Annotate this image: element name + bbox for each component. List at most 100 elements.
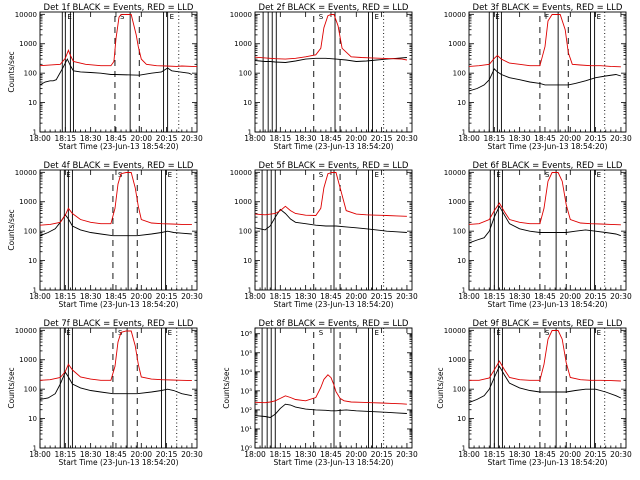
y-tick-label: 10⁵	[240, 349, 252, 357]
y-tick-label: 1	[33, 445, 37, 453]
y-axis-label: Counts/sec	[7, 367, 16, 408]
events-series-line	[39, 214, 192, 237]
x-tick-label: 20:30	[396, 292, 418, 301]
segment-letter: S	[319, 171, 324, 179]
segment-letter: E	[168, 329, 172, 337]
y-tick-label: 1000	[234, 198, 252, 206]
lld-series-line	[39, 172, 192, 226]
segment-letter: E	[170, 13, 174, 21]
x-tick-label: 18:45	[320, 450, 342, 459]
x-tick-label: 18:00	[458, 450, 480, 459]
x-tick-label: 18:45	[534, 450, 556, 459]
y-tick-label: 10⁰	[240, 445, 252, 453]
y-axis-label: Counts/sec	[7, 209, 16, 250]
chart-panel-6: Det 6f BLACK = Events, RED = LLD 1 10 100 10…	[444, 161, 632, 309]
x-tick-label: 20:15	[156, 134, 178, 143]
x-tick-label: 18:00	[29, 450, 51, 459]
events-series-line	[39, 371, 192, 400]
y-tick-label: 10000	[444, 11, 466, 19]
x-tick-label: 20:00	[345, 450, 367, 459]
x-tick-label: 20:15	[585, 450, 607, 459]
x-tick-label: 18:30	[80, 450, 102, 459]
y-tick-label: 10	[243, 99, 252, 107]
x-tick-label: 18:15	[270, 134, 292, 143]
y-tick-label: 10	[28, 415, 37, 423]
x-tick-label: 20:30	[181, 134, 203, 143]
y-tick-label: 100	[239, 228, 252, 236]
segment-letter: E	[496, 329, 500, 337]
y-tick-label: 1000	[448, 40, 466, 48]
plot-frame	[39, 169, 198, 291]
segment-letter: E	[67, 13, 71, 21]
panel-title: Det 8f BLACK = Events, RED = LLD	[259, 319, 409, 329]
panel-title: Det 3f BLACK = Events, RED = LLD	[473, 3, 623, 13]
y-tick-label: 10³	[240, 387, 252, 395]
plot-frame	[468, 169, 627, 291]
y-tick-label: 1	[462, 445, 466, 453]
y-tick-label: 100	[24, 70, 37, 78]
segment-letter: E	[496, 171, 500, 179]
lld-series-line	[254, 172, 407, 217]
lld-series-line	[468, 14, 621, 68]
x-tick-label: 18:45	[320, 134, 342, 143]
y-tick-label: 10¹	[240, 425, 252, 433]
x-tick-label: 18:15	[270, 450, 292, 459]
lld-series-line	[469, 330, 621, 382]
panel-title: Det 9f BLACK = Events, RED = LLD	[473, 319, 623, 329]
lld-series-line	[39, 330, 192, 382]
y-tick-label: 1000	[19, 198, 37, 206]
x-tick-label: 20:30	[181, 450, 203, 459]
x-tick-label: 18:45	[534, 292, 556, 301]
segment-letter: S	[545, 329, 550, 337]
segment-letter: E	[168, 171, 172, 179]
segment-letter: E	[374, 13, 378, 21]
chart-panel-9: Det 9f BLACK = Events, RED = LLD 1 10 100 10…	[436, 319, 632, 467]
y-tick-label: 10	[457, 257, 466, 265]
y-tick-label: 100	[453, 228, 466, 236]
x-axis-label: Start Time (23-Jun-13 18:54:20)	[274, 458, 394, 467]
y-tick-label: 100	[453, 70, 466, 78]
x-axis-label: Start Time (23-Jun-13 18:54:20)	[488, 142, 608, 151]
x-tick-label: 18:00	[458, 134, 480, 143]
segment-letter: S	[120, 13, 125, 21]
y-tick-label: 1000	[19, 40, 37, 48]
x-tick-label: 18:15	[55, 450, 77, 459]
y-tick-label: 10000	[15, 11, 37, 19]
panel-title: Det 5f BLACK = Events, RED = LLD	[259, 161, 409, 171]
x-tick-label: 18:00	[29, 134, 51, 143]
lld-series-line	[39, 14, 197, 67]
lld-series-line	[254, 14, 407, 61]
events-series-line	[468, 365, 622, 404]
y-tick-label: 1000	[234, 40, 252, 48]
y-tick-label: 10000	[444, 169, 466, 177]
x-tick-label: 18:30	[509, 292, 531, 301]
x-tick-label: 18:15	[55, 292, 77, 301]
segment-letter: E	[374, 329, 378, 337]
y-tick-label: 10⁶	[240, 330, 252, 338]
y-tick-label: 1	[462, 287, 466, 295]
segment-letter: E	[597, 13, 601, 21]
plot-frame	[39, 327, 198, 449]
x-tick-label: 20:15	[156, 450, 178, 459]
x-tick-label: 20:30	[181, 292, 203, 301]
y-tick-label: 10000	[15, 169, 37, 177]
panel-title: Det 4f BLACK = Events, RED = LLD	[44, 161, 194, 171]
x-tick-label: 20:00	[559, 292, 581, 301]
y-tick-label: 10	[28, 99, 37, 107]
x-tick-label: 18:30	[80, 134, 102, 143]
lld-series-line	[468, 172, 621, 226]
panel-title: Det 2f BLACK = Events, RED = LLD	[259, 3, 409, 13]
x-tick-label: 18:00	[244, 134, 266, 143]
x-tick-label: 18:00	[244, 292, 266, 301]
x-tick-label: 20:15	[156, 292, 178, 301]
chart-panel-1: Det 1f BLACK = Events, RED = LLD 1 10 100 10…	[7, 3, 203, 151]
panel-title: Det 6f BLACK = Events, RED = LLD	[473, 161, 623, 171]
x-tick-label: 18:00	[29, 292, 51, 301]
y-tick-label: 1000	[19, 356, 37, 364]
x-tick-label: 18:00	[244, 450, 266, 459]
events-series-line	[254, 57, 407, 63]
x-tick-label: 18:15	[484, 292, 506, 301]
y-tick-label: 100	[24, 228, 37, 236]
y-tick-label: 10000	[230, 11, 252, 19]
y-axis-label: Counts/sec	[7, 51, 16, 92]
